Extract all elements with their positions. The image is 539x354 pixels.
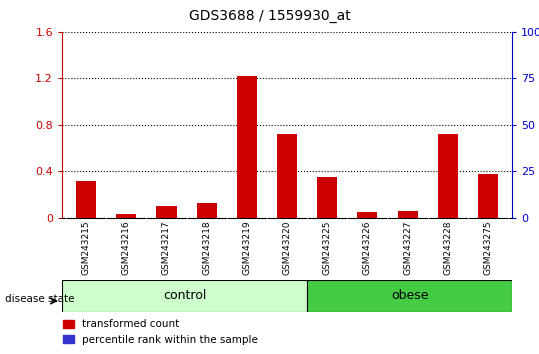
Bar <box>237 216 257 218</box>
Text: control: control <box>163 289 206 302</box>
Bar <box>438 134 458 218</box>
Text: obese: obese <box>391 289 429 302</box>
Bar <box>156 206 176 218</box>
Bar <box>317 217 337 218</box>
Text: GSM243219: GSM243219 <box>243 221 251 275</box>
Bar <box>357 212 377 218</box>
Bar <box>478 217 498 218</box>
Text: GSM243228: GSM243228 <box>443 221 452 275</box>
Text: GSM243225: GSM243225 <box>323 221 331 275</box>
Text: GSM243218: GSM243218 <box>202 221 211 275</box>
Bar <box>277 134 297 218</box>
Text: GSM243217: GSM243217 <box>162 221 171 275</box>
Text: GSM243216: GSM243216 <box>122 221 131 275</box>
Bar <box>307 280 512 312</box>
Text: GDS3688 / 1559930_at: GDS3688 / 1559930_at <box>189 9 350 23</box>
Bar <box>277 217 297 218</box>
Bar <box>62 280 307 312</box>
Bar <box>76 181 96 218</box>
Bar <box>398 211 418 218</box>
Bar <box>317 177 337 218</box>
Text: GSM243220: GSM243220 <box>282 221 292 275</box>
Bar <box>237 76 257 218</box>
Text: disease state: disease state <box>5 294 75 304</box>
Text: GSM243226: GSM243226 <box>363 221 372 275</box>
Text: GSM243275: GSM243275 <box>483 221 493 275</box>
Bar <box>197 202 217 218</box>
Bar <box>116 214 136 218</box>
Text: GSM243215: GSM243215 <box>81 221 91 275</box>
Bar <box>478 173 498 218</box>
Text: GSM243227: GSM243227 <box>403 221 412 275</box>
Legend: transformed count, percentile rank within the sample: transformed count, percentile rank withi… <box>59 315 262 349</box>
Bar <box>438 217 458 218</box>
